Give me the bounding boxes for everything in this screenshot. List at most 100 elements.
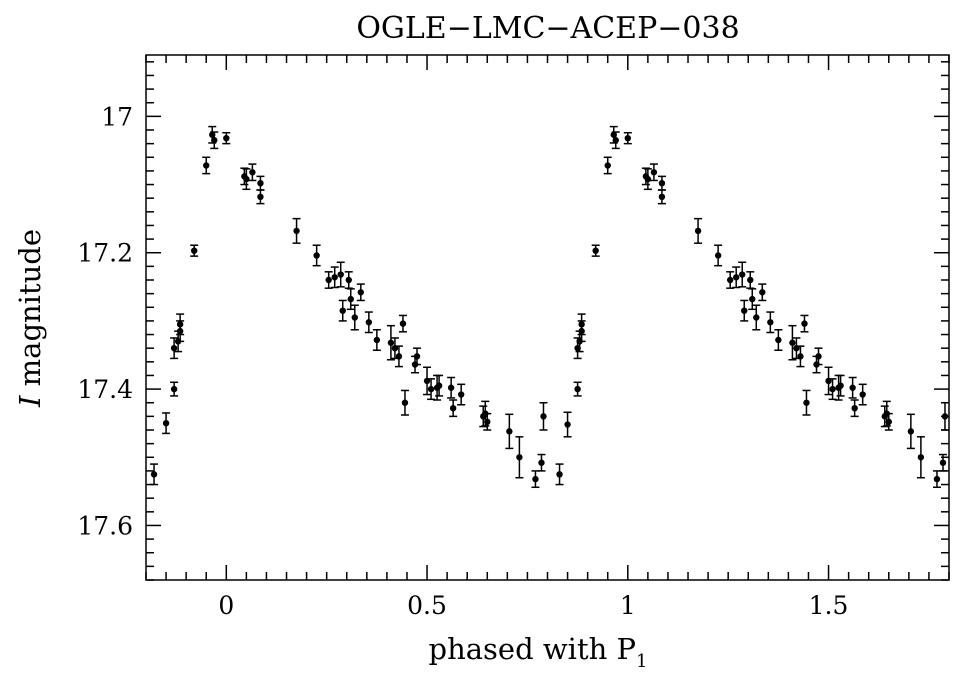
point-marker — [753, 314, 760, 321]
data-point — [802, 389, 811, 416]
point-marker — [170, 385, 178, 393]
data-point — [248, 163, 257, 182]
y-axis-label-symbol: I — [13, 395, 47, 408]
data-point — [505, 413, 514, 450]
point-marker — [150, 471, 158, 478]
data-point — [746, 271, 755, 289]
point-marker — [351, 314, 358, 321]
y-axis-label: I magnitude — [13, 229, 47, 408]
point-marker — [775, 336, 782, 344]
data-point — [814, 347, 823, 366]
data-point — [386, 324, 395, 361]
point-marker — [447, 384, 455, 391]
point-marker — [223, 134, 230, 142]
point-marker — [815, 353, 822, 360]
point-marker — [313, 252, 320, 259]
data-point — [906, 413, 915, 450]
data-point — [643, 168, 652, 191]
data-point — [312, 244, 321, 267]
point-marker — [162, 419, 170, 427]
data-point — [423, 366, 432, 396]
data-point — [858, 383, 867, 406]
data-point — [657, 175, 666, 191]
point-marker — [506, 428, 513, 435]
data-point — [740, 299, 749, 322]
data-point — [364, 311, 373, 334]
data-point — [800, 314, 809, 333]
point-marker — [413, 353, 421, 360]
point-marker — [401, 399, 409, 406]
data-point — [394, 345, 403, 368]
data-point — [884, 412, 893, 431]
data-point — [398, 314, 407, 333]
point-marker — [829, 385, 836, 393]
data-point — [256, 189, 265, 205]
plot-frame — [145, 54, 950, 581]
axis-ticks — [145, 55, 950, 581]
point-marker — [211, 137, 218, 144]
data-point — [591, 244, 600, 257]
data-point — [435, 374, 444, 397]
data-point — [938, 453, 947, 472]
data-point — [338, 299, 347, 322]
x-tick-labels: 0 0.5 1 1.5 — [218, 591, 848, 620]
data-point — [623, 131, 632, 145]
point-marker — [427, 385, 435, 393]
data-point — [210, 131, 219, 150]
point-marker — [939, 459, 947, 466]
data-point — [330, 266, 339, 289]
data-point — [788, 324, 797, 361]
data-point — [714, 244, 723, 267]
point-marker — [749, 295, 756, 303]
point-marker — [564, 421, 571, 428]
data-point — [336, 261, 345, 288]
data-point — [162, 412, 171, 435]
data-point — [836, 374, 845, 397]
data-point — [916, 436, 925, 479]
point-marker — [885, 418, 892, 426]
x-axis-label-subscript: 1 — [636, 651, 647, 672]
data-point — [537, 453, 546, 472]
data-point — [400, 389, 409, 416]
point-marker — [435, 382, 443, 389]
data-point — [356, 283, 365, 302]
data-point — [170, 381, 179, 397]
data-point — [483, 412, 492, 431]
data-point — [176, 313, 185, 336]
point-marker — [387, 339, 395, 346]
point-marker — [726, 276, 734, 284]
point-marker — [365, 319, 373, 326]
point-marker — [739, 271, 746, 278]
point-marker — [592, 247, 599, 254]
data-point — [766, 311, 775, 334]
point-marker — [257, 179, 264, 187]
point-marker — [851, 404, 858, 412]
data-point — [932, 470, 941, 489]
data-point — [796, 345, 805, 368]
point-marker — [449, 404, 457, 412]
point-marker — [644, 175, 652, 183]
y-tick-label: 17.4 — [77, 375, 133, 404]
y-tick-label: 17.6 — [77, 511, 133, 540]
data-point — [447, 376, 456, 399]
point-marker — [345, 276, 352, 284]
data-point — [555, 463, 564, 486]
point-marker — [907, 428, 915, 435]
point-marker — [658, 179, 666, 187]
point-marker — [457, 391, 465, 398]
x-tick-label: 0.5 — [407, 591, 447, 620]
data-point — [292, 217, 301, 244]
x-tick-label: 1.5 — [809, 591, 849, 620]
point-marker — [578, 321, 585, 328]
point-marker — [170, 344, 178, 352]
point-marker — [933, 475, 941, 483]
data-point — [611, 131, 620, 150]
point-marker — [293, 227, 300, 235]
point-marker — [190, 247, 198, 254]
point-marker — [395, 353, 403, 360]
point-marker — [203, 162, 210, 169]
data-point — [515, 436, 524, 479]
point-marker — [339, 307, 346, 314]
point-marker — [797, 353, 804, 360]
data-point — [940, 401, 949, 431]
